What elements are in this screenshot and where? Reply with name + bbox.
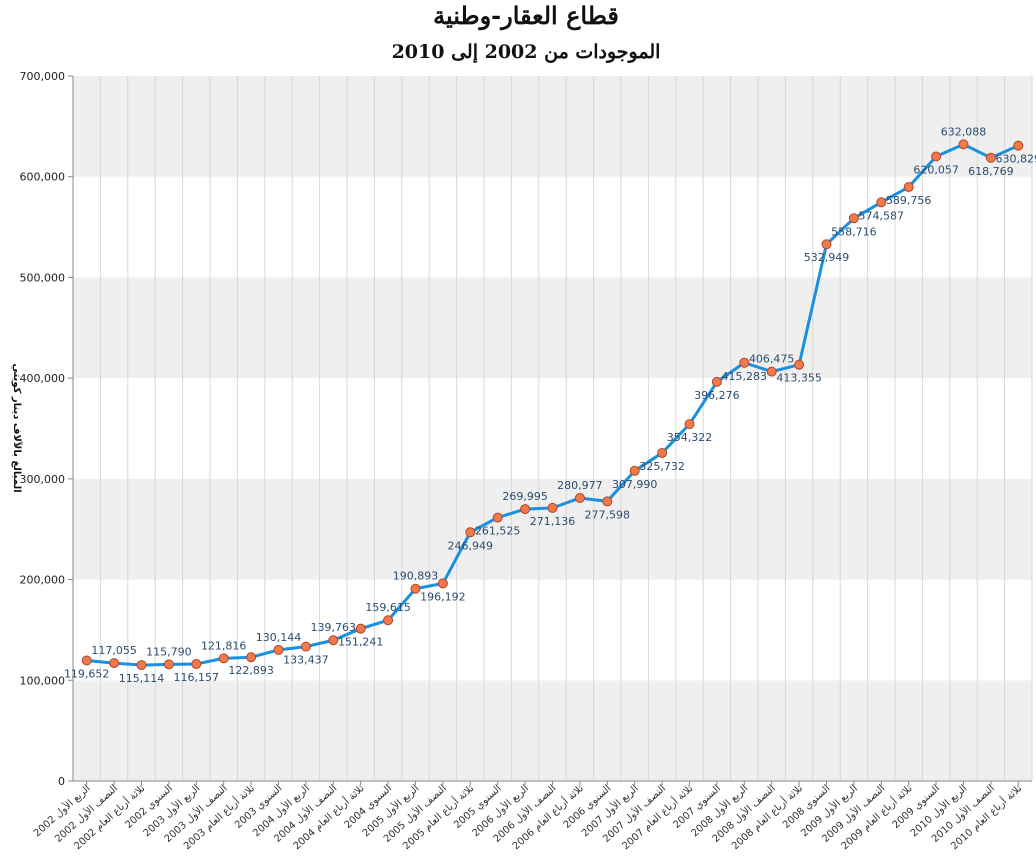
chart-subtitle: الموجودات من 2002 إلى 2010 [392,41,661,64]
data-label: 325,732 [639,460,685,473]
data-label: 618,769 [968,165,1014,178]
data-label: 415,283 [722,370,768,383]
data-label: 280,977 [557,479,603,492]
data-label: 574,587 [859,209,905,222]
data-point [273,644,284,655]
y-axis-ticks: 0 100,000 200,000 300,000 400,000 500,000 600,… [20,70,73,788]
grid-band [73,478,1032,580]
data-label: 133,437 [283,654,329,667]
data-label: 620,057 [913,164,959,177]
data-point [574,493,585,504]
data-point [492,512,503,523]
data-point [163,659,174,670]
data-label: 115,790 [146,645,192,658]
y-tick-label: 700,000 [20,70,66,83]
grid-band [73,378,1032,479]
data-point [711,376,722,387]
y-tick-label: 100,000 [20,674,66,687]
data-point [958,139,969,150]
data-point [355,623,366,634]
data-label: 589,756 [886,194,932,207]
plot-background-bands [72,76,1033,781]
data-label: 115,114 [119,672,165,685]
grid-band [73,277,1032,379]
data-point [81,655,92,666]
data-label: 190,893 [393,570,439,583]
data-point [520,504,531,515]
data-point [794,359,805,370]
data-label: 151,241 [338,636,384,649]
data-label: 121,816 [201,639,247,652]
data-label: 307,990 [612,478,658,491]
data-label: 630,829 [996,153,1036,166]
data-point [191,659,202,670]
series-line-group [81,139,1024,671]
y-tick-label: 400,000 [20,372,66,385]
data-point [437,578,448,589]
data-label: 558,716 [831,225,877,238]
data-point [410,583,421,594]
chart-title: قطاع العقار-وطنية [433,1,619,31]
y-tick-label: 600,000 [20,171,66,184]
data-label: 117,055 [91,644,137,657]
data-point [684,419,695,430]
data-point [218,653,229,664]
data-label: 130,144 [256,631,302,644]
data-label: 532,949 [804,251,850,264]
data-point [848,213,859,224]
data-label: 116,157 [174,671,220,684]
data-point [903,182,914,193]
data-point [931,151,942,162]
data-point [328,635,339,646]
y-tick-label: 300,000 [20,473,66,486]
grid-band [73,76,1032,177]
data-label: 122,893 [228,664,274,677]
data-point [136,660,147,671]
data-point [821,239,832,250]
data-point [109,658,120,669]
data-label: 271,136 [530,515,576,528]
data-label: 139,763 [311,621,357,634]
data-label: 406,475 [749,353,795,366]
data-label: 246,949 [448,539,494,552]
data-point [465,527,476,538]
data-point [876,197,887,208]
data-point [657,447,668,458]
y-tick-label: 200,000 [20,574,66,587]
data-label: 354,322 [667,431,713,444]
data-point [1013,140,1024,151]
data-label: 396,276 [694,389,740,402]
data-point [383,615,394,626]
data-labels: 119,652 117,055 115,114 115,790 116,157 121,8… [64,125,1036,685]
data-point [246,652,257,663]
data-point [602,496,613,507]
data-point [629,465,640,476]
data-point [766,366,777,377]
y-axis-label: المبالغ بالآلاف دينار كويتي [11,363,23,492]
data-label: 196,192 [420,590,466,603]
data-label: 269,995 [502,490,548,503]
grid-band [73,680,1032,781]
data-point [739,357,750,368]
data-label: 119,652 [64,667,110,680]
y-tick-label: 500,000 [20,271,66,284]
grid-band [73,176,1032,278]
data-label: 261,525 [475,525,521,538]
data-point [985,152,996,163]
data-label: 159,615 [365,601,411,614]
data-label: 413,355 [776,372,822,385]
data-point [547,502,558,513]
data-label: 632,088 [941,125,987,138]
y-tick-label: 0 [58,775,65,788]
grid-band [73,579,1032,681]
data-label: 277,598 [585,508,631,521]
data-point [300,641,311,652]
